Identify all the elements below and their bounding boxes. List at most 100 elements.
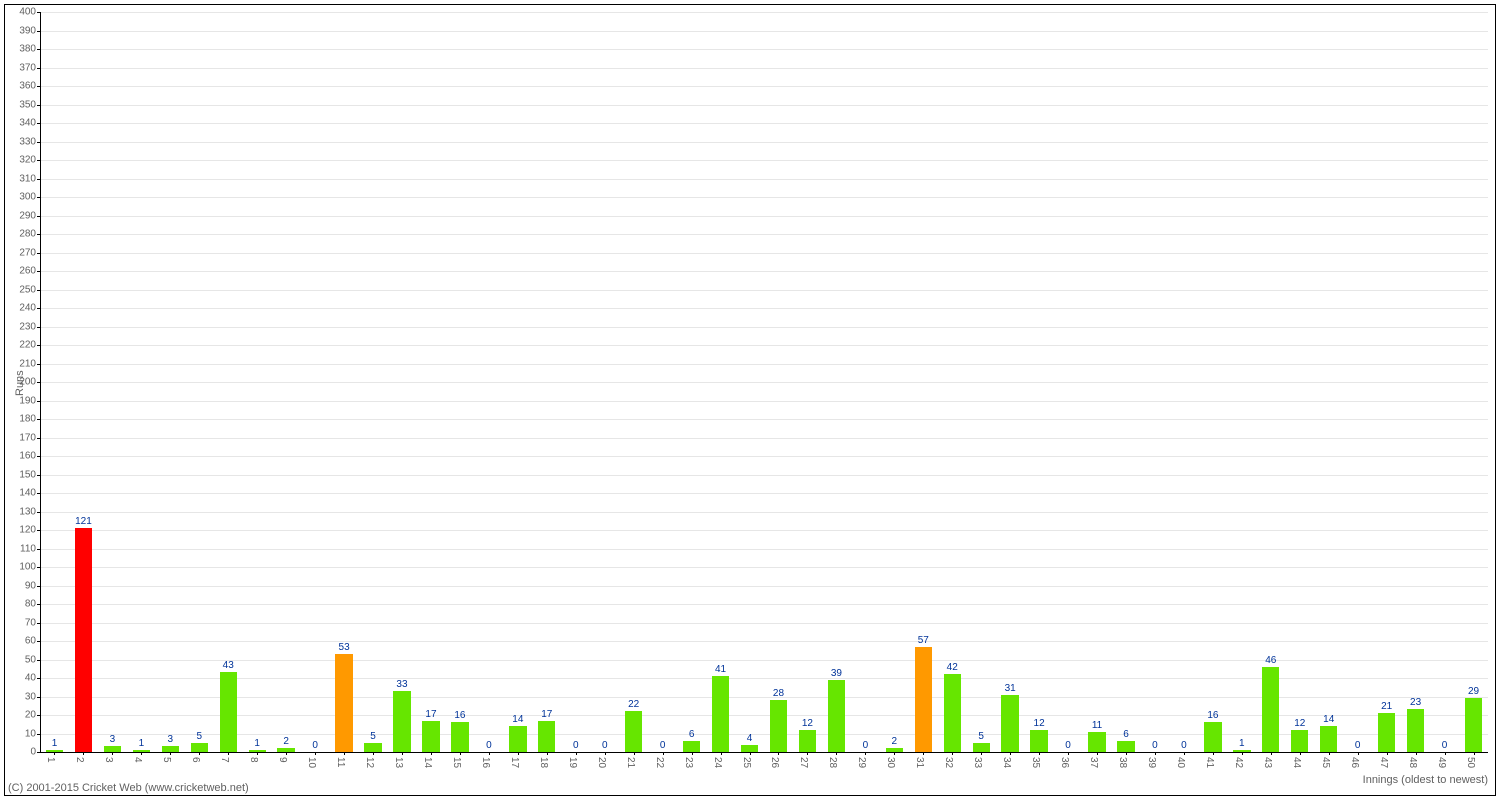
x-tick-label: 15 [451,757,462,768]
bar-value-label: 28 [773,688,784,700]
bar: 33 [393,691,410,752]
bar-value-label: 0 [660,740,666,752]
bar-value-label: 0 [1181,740,1187,752]
bar: 5 [364,743,381,752]
x-tick-label: 31 [914,757,925,768]
y-tick-label: 90 [25,580,36,591]
y-tick-label: 260 [19,266,36,277]
bar: 6 [1117,741,1134,752]
bar-value-label: 17 [541,709,552,721]
x-axis-title: Innings (oldest to newest) [1363,774,1488,786]
gridline [40,586,1488,587]
bar: 46 [1262,667,1279,752]
bar-value-label: 57 [918,635,929,647]
x-tick [778,752,779,755]
y-axis-line [40,12,41,752]
y-tick-label: 10 [25,728,36,739]
bar-value-label: 17 [425,709,436,721]
x-tick-label: 25 [741,757,752,768]
bar: 5 [191,743,208,752]
x-tick [286,752,287,755]
bar-value-label: 1 [254,738,260,750]
x-tick [547,752,548,755]
bar-value-label: 1 [52,738,58,750]
gridline [40,197,1488,198]
x-tick-label: 33 [972,757,983,768]
gridline [40,290,1488,291]
x-tick [1387,752,1388,755]
bar-value-label: 12 [1034,718,1045,730]
y-tick-label: 230 [19,321,36,332]
bar-value-label: 1 [1239,738,1245,750]
x-tick [373,752,374,755]
bar-value-label: 4 [747,733,753,745]
gridline [40,123,1488,124]
x-tick [489,752,490,755]
x-tick-label: 13 [393,757,404,768]
bar: 121 [75,528,92,752]
bar-value-label: 1 [139,738,145,750]
bar: 17 [422,721,439,752]
x-tick [807,752,808,755]
x-tick [836,752,837,755]
bar-value-label: 0 [486,740,492,752]
y-tick-label: 330 [19,136,36,147]
y-tick-label: 280 [19,229,36,240]
x-tick [865,752,866,755]
x-tick [1039,752,1040,755]
bar-value-label: 14 [1323,714,1334,726]
x-tick-label: 8 [248,757,259,763]
gridline [40,49,1488,50]
gridline [40,68,1488,69]
x-tick-label: 44 [1291,757,1302,768]
gridline [40,105,1488,106]
x-tick [894,752,895,755]
y-tick-label: 30 [25,691,36,702]
bar-value-label: 21 [1381,701,1392,713]
x-tick-label: 26 [769,757,780,768]
x-tick [1010,752,1011,755]
x-tick-label: 21 [625,757,636,768]
y-tick-label: 370 [19,62,36,73]
x-tick-label: 37 [1088,757,1099,768]
x-tick [605,752,606,755]
bar-value-label: 3 [168,734,174,746]
x-tick [1300,752,1301,755]
x-tick [1184,752,1185,755]
y-tick-label: 220 [19,340,36,351]
x-tick-label: 16 [480,757,491,768]
y-tick-label: 120 [19,525,36,536]
bar-value-label: 5 [196,731,202,743]
bar-value-label: 3 [110,734,116,746]
bar: 57 [915,647,932,752]
gridline [40,530,1488,531]
gridline [40,327,1488,328]
x-tick [750,752,751,755]
x-tick-label: 32 [943,757,954,768]
x-tick-label: 3 [103,757,114,763]
x-tick [54,752,55,755]
bar-value-label: 0 [1065,740,1071,752]
bar: 31 [1001,695,1018,752]
x-tick [1213,752,1214,755]
gridline [40,549,1488,550]
x-tick [170,752,171,755]
y-tick-label: 70 [25,617,36,628]
bar-value-label: 0 [1152,740,1158,752]
bar-value-label: 31 [1005,683,1016,695]
bar: 29 [1465,698,1482,752]
copyright-text: (C) 2001-2015 Cricket Web (www.cricketwe… [8,782,249,794]
x-tick [1445,752,1446,755]
x-tick [1416,752,1417,755]
x-tick-label: 22 [654,757,665,768]
x-tick-label: 45 [1320,757,1331,768]
bar-value-label: 12 [1294,718,1305,730]
bar-value-label: 0 [573,740,579,752]
bar-value-label: 23 [1410,697,1421,709]
bar: 43 [220,672,237,752]
x-tick-label: 27 [798,757,809,768]
x-tick-label: 49 [1436,757,1447,768]
x-tick-label: 1 [45,757,56,763]
x-tick-label: 23 [683,757,694,768]
x-tick-label: 42 [1233,757,1244,768]
